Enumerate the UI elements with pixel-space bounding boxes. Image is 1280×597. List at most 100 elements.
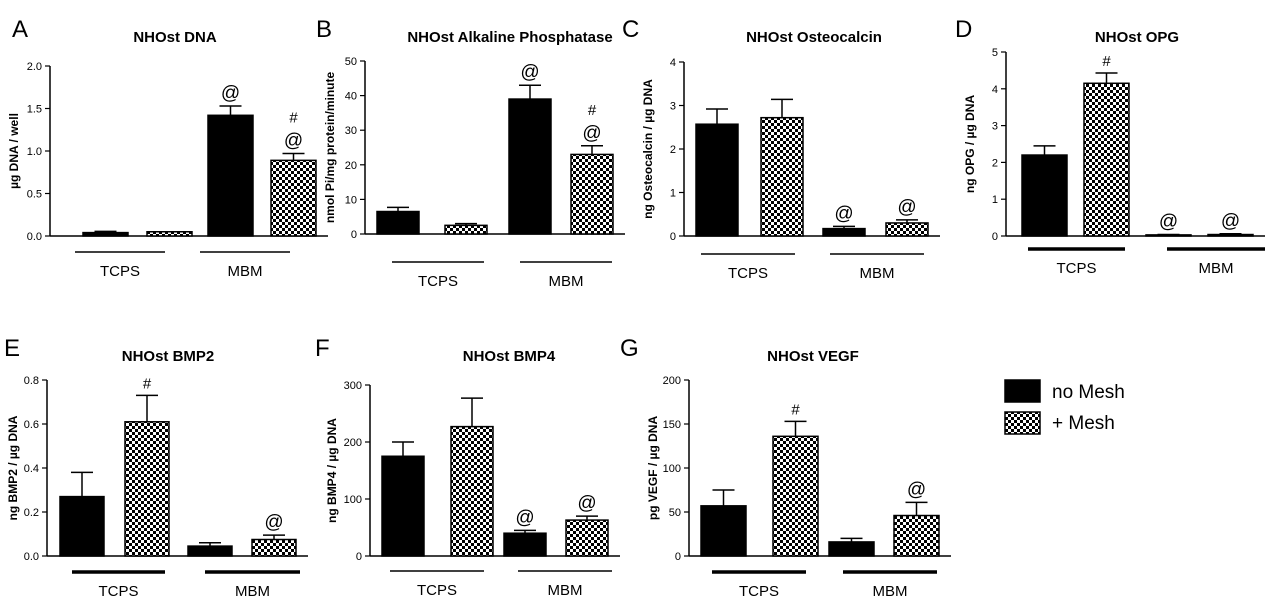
y-tick-label: 1 — [670, 188, 676, 200]
chart-panel-c: C NHOst Osteocalcin ng Osteocalcin / µg DN… — [622, 16, 940, 282]
bar — [760, 116, 804, 237]
significance-mark: @ — [582, 123, 601, 144]
chart-title: NHOst VEGF — [767, 348, 859, 365]
legend-label-plus-mesh: + Mesh — [1052, 413, 1115, 434]
group-label: MBM — [873, 583, 908, 597]
chart-panel-g: G NHOst VEGF pg VEGF / µg DNA 0 50 100 150 200 #… — [620, 335, 951, 597]
bar — [565, 519, 609, 557]
chart-title: NHOst DNA — [133, 29, 217, 46]
panel-letter: C — [622, 16, 639, 43]
y-tick-label: 20 — [345, 160, 357, 172]
chart-title: NHOst Alkaline Phosphatase — [407, 29, 612, 46]
y-tick-label: 2 — [670, 144, 676, 156]
bar — [772, 435, 819, 557]
legend-swatch-no-mesh — [1004, 379, 1041, 403]
group-label: TCPS — [1056, 260, 1096, 277]
bar — [828, 541, 875, 557]
y-tick-label: 10 — [345, 194, 357, 206]
bar — [207, 114, 254, 237]
chart-panel-a: A NHOst DNA µg DNA / well 0.0 0.5 1.0 1.5 2.0 @ @… — [7, 16, 328, 280]
significance-mark: @ — [515, 507, 534, 528]
chart-title: NHOst Osteocalcin — [746, 29, 882, 46]
y-tick-label: 100 — [344, 494, 362, 506]
group-label: MBM — [549, 273, 584, 290]
y-tick-label: 50 — [669, 507, 681, 519]
y-axis-label: pg VEGF / µg DNA — [646, 416, 660, 521]
group-label: TCPS — [728, 265, 768, 282]
y-axis-label: ng OPG / µg DNA — [963, 95, 977, 194]
y-tick-label: 0.6 — [24, 419, 39, 431]
y-axis-label: µg DNA / well — [7, 113, 21, 189]
significance-mark: @ — [897, 197, 916, 218]
y-axis-label: ng BMP4 / µg DNA — [325, 418, 339, 523]
y-tick-label: 0.0 — [27, 231, 42, 243]
y-tick-label: 50 — [345, 56, 357, 68]
y-tick-label: 4 — [992, 84, 998, 96]
significance-mark: # — [1102, 53, 1111, 70]
bar — [251, 538, 297, 557]
chart-title: NHOst OPG — [1095, 29, 1179, 46]
group-label: TCPS — [417, 582, 457, 597]
group-label: TCPS — [418, 273, 458, 290]
y-tick-label: 0.4 — [24, 463, 39, 475]
y-tick-label: 0.0 — [24, 551, 39, 563]
y-tick-label: 1.5 — [27, 104, 42, 116]
bar — [146, 231, 193, 237]
y-tick-label: 3 — [992, 121, 998, 133]
y-tick-label: 0 — [356, 551, 362, 563]
significance-mark: @ — [520, 62, 539, 83]
significance-mark: # — [143, 375, 152, 392]
panel-letter: A — [12, 16, 28, 43]
y-tick-label: 300 — [344, 380, 362, 392]
legend: no Mesh + Mesh — [1004, 379, 1125, 435]
bar — [570, 153, 614, 235]
y-tick-label: 0.2 — [24, 507, 39, 519]
legend-swatch-plus-mesh — [1004, 411, 1041, 435]
y-tick-label: 200 — [663, 375, 681, 387]
bar — [1021, 154, 1068, 237]
y-tick-label: 4 — [670, 57, 676, 69]
chart-panel-d: D NHOst OPG ng OPG / µg DNA 0 1 2 3 4 5 # @ @ TCPS MB… — [955, 16, 1265, 277]
bar — [508, 98, 552, 235]
y-tick-label: 40 — [345, 91, 357, 103]
significance-mark: @ — [907, 479, 926, 500]
y-tick-label: 0.8 — [24, 375, 39, 387]
y-tick-label: 1.0 — [27, 146, 42, 158]
bar — [885, 222, 929, 237]
panel-letter: B — [316, 16, 332, 43]
y-tick-label: 0 — [992, 231, 998, 243]
chart-panel-f: F NHOst BMP4 ng BMP4 / µg DNA 0 100 200 300 @ @ T… — [315, 335, 620, 597]
y-tick-label: 150 — [663, 419, 681, 431]
y-tick-label: 3 — [670, 101, 676, 113]
y-tick-label: 0 — [675, 551, 681, 563]
bar — [124, 421, 170, 557]
bar — [444, 224, 488, 235]
y-tick-label: 2 — [992, 157, 998, 169]
bar — [187, 545, 233, 557]
significance-mark: @ — [221, 83, 240, 104]
y-tick-label: 5 — [992, 47, 998, 59]
group-label: MBM — [860, 265, 895, 282]
y-tick-label: 0.5 — [27, 189, 42, 201]
significance-mark: # — [289, 110, 298, 127]
y-axis-label: ng Osteocalcin / µg DNA — [641, 79, 655, 219]
y-tick-label: 2.0 — [27, 61, 42, 73]
bar — [822, 227, 866, 237]
group-label: MBM — [548, 582, 583, 597]
y-tick-label: 0 — [351, 229, 357, 241]
significance-mark: @ — [834, 203, 853, 224]
y-tick-label: 30 — [345, 125, 357, 137]
group-label: TCPS — [98, 583, 138, 597]
bar — [503, 532, 547, 557]
bar — [270, 159, 317, 237]
significance-mark: @ — [1159, 212, 1178, 233]
group-label: TCPS — [739, 583, 779, 597]
significance-mark: # — [791, 401, 800, 418]
panel-letter: D — [955, 16, 972, 43]
y-axis-label: nmol Pi/mg protein/minute — [323, 72, 337, 224]
bar — [82, 231, 129, 237]
bar — [700, 505, 747, 557]
bar — [59, 495, 105, 557]
panel-letter: E — [4, 335, 20, 362]
